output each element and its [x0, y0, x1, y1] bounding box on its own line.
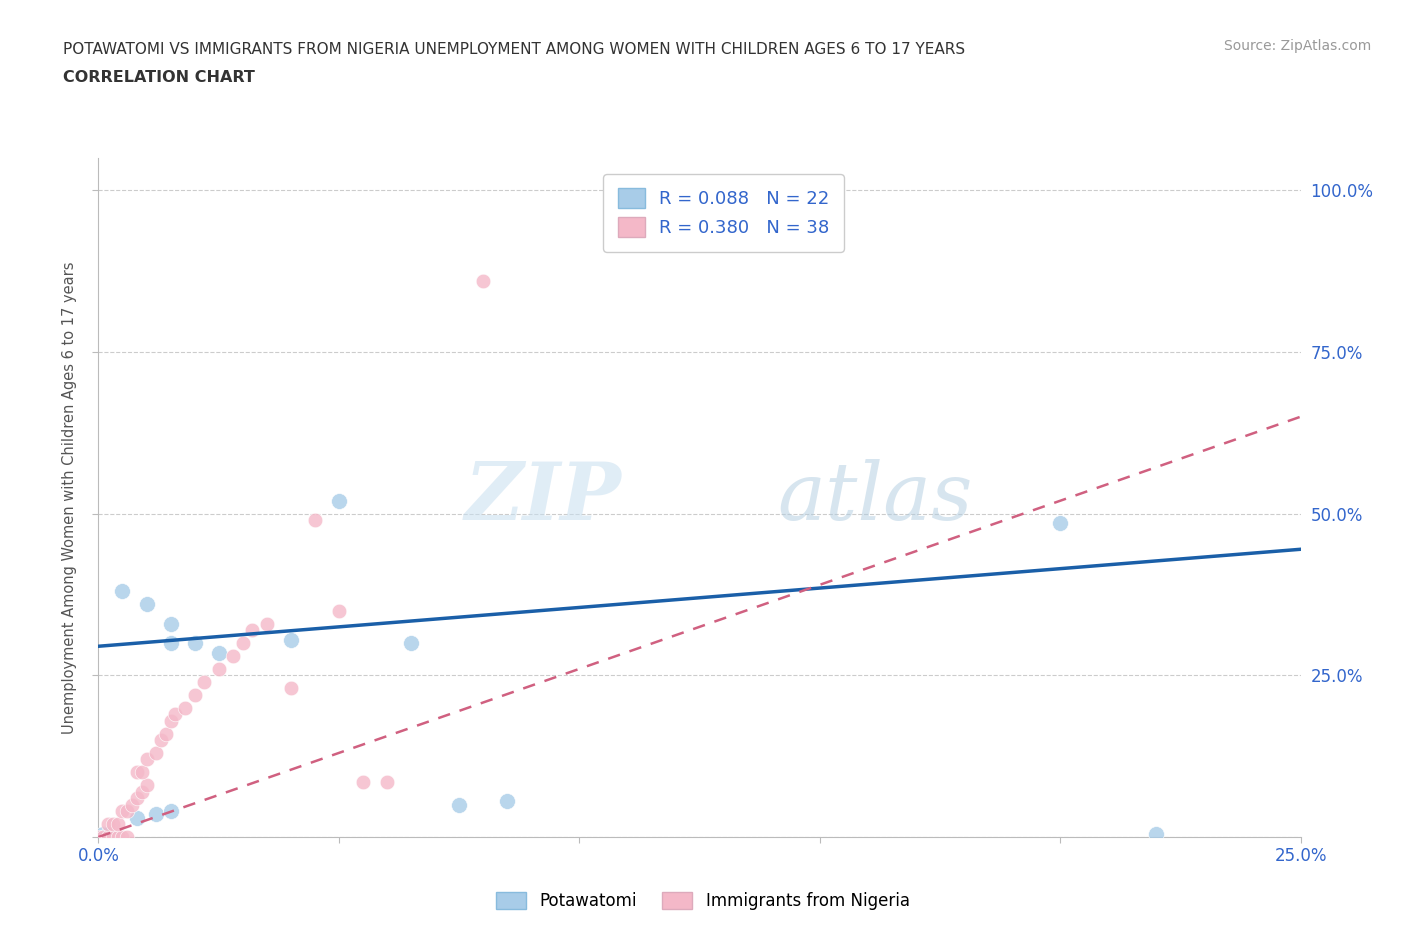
Point	[91, 830, 114, 844]
Point	[352, 775, 374, 790]
Point	[91, 827, 114, 842]
Point	[304, 512, 326, 527]
Point	[159, 617, 181, 631]
Point	[121, 797, 143, 812]
Point	[101, 830, 124, 844]
Point	[159, 713, 181, 728]
Point	[111, 584, 134, 599]
Text: ZIP: ZIP	[464, 458, 621, 537]
Point	[232, 635, 254, 650]
Point	[496, 794, 519, 809]
Point	[87, 830, 110, 844]
Point	[117, 830, 139, 844]
Y-axis label: Unemployment Among Women with Children Ages 6 to 17 years: Unemployment Among Women with Children A…	[62, 261, 77, 734]
Text: POTAWATOMI VS IMMIGRANTS FROM NIGERIA UNEMPLOYMENT AMONG WOMEN WITH CHILDREN AGE: POTAWATOMI VS IMMIGRANTS FROM NIGERIA UN…	[63, 42, 966, 57]
Point	[125, 764, 148, 779]
Point	[97, 830, 120, 844]
Text: CORRELATION CHART: CORRELATION CHART	[63, 70, 254, 85]
Point	[135, 777, 157, 792]
Point	[375, 775, 398, 790]
Point	[399, 635, 422, 650]
Point	[135, 752, 157, 767]
Point	[174, 700, 197, 715]
Legend: Potawatomi, Immigrants from Nigeria: Potawatomi, Immigrants from Nigeria	[489, 885, 917, 917]
Point	[135, 597, 157, 612]
Point	[125, 790, 148, 805]
Point	[328, 493, 350, 508]
Point	[208, 645, 231, 660]
Point	[280, 632, 302, 647]
Point	[131, 764, 153, 779]
Point	[159, 804, 181, 818]
Point	[97, 827, 120, 842]
Point	[91, 830, 114, 844]
Point	[101, 817, 124, 831]
Point	[1144, 827, 1167, 842]
Point	[328, 604, 350, 618]
Point	[149, 733, 172, 748]
Point	[447, 797, 470, 812]
Point	[107, 830, 129, 844]
Point	[117, 804, 139, 818]
Point	[240, 623, 263, 638]
Point	[193, 674, 215, 689]
Point	[183, 687, 205, 702]
Point	[125, 810, 148, 825]
Point	[107, 817, 129, 831]
Point	[280, 681, 302, 696]
Point	[256, 617, 278, 631]
Point	[97, 830, 120, 844]
Point	[107, 830, 129, 844]
Point	[131, 784, 153, 799]
Point	[111, 804, 134, 818]
Point	[111, 830, 134, 844]
Point	[208, 661, 231, 676]
Point	[155, 726, 177, 741]
Point	[183, 635, 205, 650]
Point	[165, 707, 187, 722]
Text: atlas: atlas	[778, 458, 973, 537]
Point	[97, 817, 120, 831]
Legend: R = 0.088   N = 22, R = 0.380   N = 38: R = 0.088 N = 22, R = 0.380 N = 38	[603, 174, 844, 252]
Point	[101, 830, 124, 844]
Point	[222, 648, 245, 663]
Point	[472, 273, 495, 288]
Point	[145, 746, 167, 761]
Point	[1049, 516, 1071, 531]
Point	[159, 635, 181, 650]
Text: Source: ZipAtlas.com: Source: ZipAtlas.com	[1223, 39, 1371, 53]
Point	[145, 807, 167, 822]
